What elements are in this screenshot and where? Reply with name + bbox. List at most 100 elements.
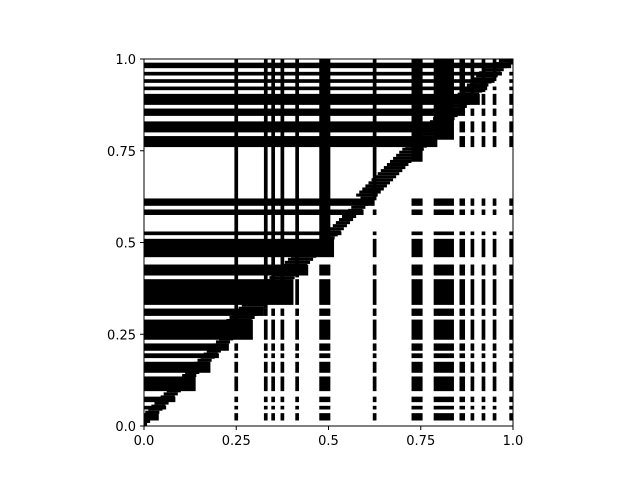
col-frag-10-15 [470, 319, 475, 340]
col-frag-9-13 [459, 279, 466, 305]
diag-step-36 [232, 312, 258, 316]
diag-step-65 [332, 224, 347, 228]
diag-step-81 [374, 175, 397, 179]
row-band-10 [144, 231, 342, 236]
col-frag-8-21 [433, 405, 454, 410]
col-frag-9-15 [459, 319, 466, 340]
col-frag-11-11 [481, 238, 486, 258]
col-frag-13-13 [509, 279, 513, 305]
diag-step-119 [498, 59, 513, 63]
col-frag-6-15 [372, 319, 377, 340]
diag-step-104 [445, 104, 467, 108]
diag-step-33 [234, 322, 249, 326]
diag-step-27 [215, 340, 231, 344]
col-frag-3-16 [280, 343, 285, 351]
col-frag-4-18 [295, 361, 299, 373]
col-frag-11-6 [481, 121, 486, 133]
diag-step-75 [356, 193, 378, 197]
col-frag-4-17 [295, 353, 299, 359]
col-frag-2-21 [271, 405, 275, 410]
col-frag-12-13 [492, 279, 497, 305]
col-frag-4-16 [295, 343, 299, 351]
col-frag-11-20 [481, 396, 486, 403]
col-frag-8-17 [433, 353, 454, 359]
col-frag-7-12 [411, 264, 423, 276]
diag-step-96 [420, 129, 443, 133]
col-frag-4-22 [295, 413, 299, 421]
diag-step-37 [235, 309, 261, 313]
diag-step-16 [182, 374, 197, 378]
col-frag-4-19 [295, 376, 299, 392]
col-band-2 [271, 59, 275, 302]
col-frag-9-8 [459, 198, 466, 206]
diag-step-52 [281, 263, 307, 267]
diag-step-17 [185, 370, 200, 375]
col-frag-9-17 [459, 353, 466, 359]
col-frag-9-14 [459, 308, 466, 316]
col-frag-3-21 [280, 405, 285, 410]
col-frag-8-20 [433, 396, 454, 403]
col-frag-3-22 [280, 413, 285, 421]
col-frag-6-11 [372, 238, 377, 258]
diag-step-51 [278, 266, 304, 271]
diag-step-54 [287, 257, 314, 261]
col-frag-1-20 [263, 396, 268, 403]
col-frag-12-9 [492, 209, 497, 215]
diag-step-32 [231, 325, 246, 329]
col-frag-6-17 [372, 353, 377, 359]
col-frag-13-2 [509, 79, 513, 83]
col-frag-7-18 [411, 361, 423, 373]
col-frag-11-8 [481, 198, 486, 206]
col-frag-6-22 [372, 413, 377, 421]
diag-step-88 [396, 153, 418, 157]
heatmap-cells [144, 59, 513, 426]
col-frag-7-9 [411, 209, 423, 215]
col-frag-13-1 [509, 71, 513, 76]
col-frag-7-13 [411, 279, 423, 305]
diag-step-108 [457, 92, 480, 96]
diag-step-18 [188, 367, 203, 371]
col-frag-12-3 [492, 86, 497, 91]
col-frag-12-5 [492, 108, 497, 116]
col-frag-6-13 [372, 279, 377, 305]
diag-step-56 [294, 251, 320, 255]
diag-step-22 [200, 355, 215, 359]
col-frag-3-19 [280, 376, 285, 392]
col-band-10 [470, 59, 475, 104]
col-frag-2-22 [271, 413, 275, 421]
col-frag-2-14 [271, 308, 275, 316]
col-frag-2-16 [271, 343, 275, 351]
col-frag-9-6 [459, 121, 466, 133]
diag-step-47 [266, 279, 292, 283]
col-frag-12-15 [492, 319, 497, 340]
diag-step-63 [326, 230, 341, 234]
row-band-14 [144, 308, 264, 316]
col-frag-6-14 [372, 308, 377, 316]
diag-step-84 [383, 166, 406, 170]
col-frag-11-7 [481, 136, 486, 148]
col-frag-0-21 [234, 405, 239, 410]
col-frag-10-7 [470, 136, 475, 148]
col-frag-8-9 [433, 209, 454, 215]
col-frag-1-14 [263, 308, 268, 316]
col-frag-10-14 [470, 308, 475, 316]
diag-step-72 [354, 202, 369, 206]
col-frag-9-21 [459, 405, 466, 410]
col-frag-5-13 [319, 279, 331, 305]
col-band-11 [481, 59, 486, 93]
diag-step-11 [166, 389, 181, 393]
diag-step-9 [160, 395, 175, 399]
col-frag-13-7 [509, 136, 513, 148]
x-axis: 0.0 0.25 0.5 0.75 1.0 [134, 426, 523, 449]
col-frag-6-19 [372, 376, 377, 392]
diag-step-34 [226, 318, 252, 323]
col-frag-3-15 [280, 319, 285, 340]
diag-step-83 [380, 169, 403, 173]
col-frag-12-7 [492, 136, 497, 148]
col-frag-1-15 [263, 319, 268, 340]
col-frag-13-14 [509, 308, 513, 316]
col-band-0 [234, 59, 239, 338]
col-frag-7-8 [411, 198, 423, 206]
col-frag-9-11 [459, 238, 466, 258]
